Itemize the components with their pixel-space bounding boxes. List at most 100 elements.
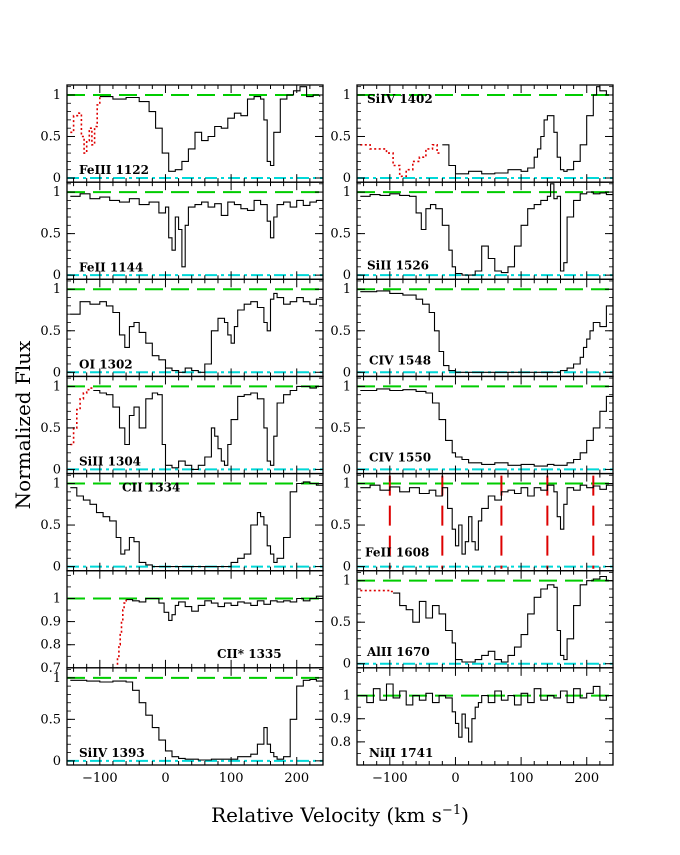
col1-panel1-contamination-trace-2	[70, 96, 101, 154]
col2-panel6-y-tick-label: 0	[343, 657, 351, 672]
col2-x-tick-label: 200	[574, 771, 599, 786]
col2-panel4-y-tick-label: 0.5	[330, 421, 351, 436]
col2-panel5-spectrum-trace-1	[360, 484, 613, 555]
col1-panel7-y-tick-label: 0.5	[40, 712, 61, 727]
col1-panel2: 0 0.5 1 FeII 1144	[40, 181, 324, 283]
col2-x-tick-label: 0	[451, 771, 459, 786]
col2-panel5-y-tick-label: 0	[343, 560, 351, 575]
col2-panel6-contamination-trace-2	[360, 589, 394, 594]
col1-panel2-plot-area	[67, 191, 323, 277]
col2-panel7-plot-area	[357, 683, 613, 743]
col1-panel1-y-tick-label: 0	[53, 171, 61, 186]
col2-panel1-y-tick-label: 1	[343, 88, 351, 103]
col1-panel4-ion-label: SiII 1304	[79, 455, 141, 469]
col1-panel5-ion-label: CII 1334	[122, 481, 180, 495]
x-axis-title-exponent: −1	[442, 803, 461, 818]
col2-panel1-ion-label: SiIV 1402	[367, 92, 433, 106]
col1-panel5-y-tick-label: 0	[53, 560, 61, 575]
col2-panel6-spectrum-trace-1	[393, 575, 613, 663]
col2-panel4: 0 0.5 1 CIV 1550	[330, 375, 614, 477]
col1-panel5-spectrum-trace-1	[70, 481, 323, 568]
col2-panel7-ion-label: NiII 1741	[369, 746, 433, 760]
col1-panel4-contamination-trace-2	[70, 387, 94, 446]
col2-panel7-y-tick-label: 0.9	[330, 712, 351, 727]
col1-panel6-y-tick-label: 1	[53, 591, 61, 606]
y-axis-title: Normalized Flux	[11, 340, 35, 509]
col2-panel2-plot-area	[357, 183, 613, 277]
col1-panel6-y-tick-label: 0.7	[40, 661, 61, 676]
col2-panel6-y-tick-label: 1	[343, 574, 351, 589]
col2-panel2-ion-label: SiII 1526	[367, 258, 429, 272]
col1-x-tick-label: 200	[284, 771, 309, 786]
x-axis-title-close: )	[461, 803, 469, 827]
col2-panel6: 0 0.5 1 AlII 1670	[330, 570, 614, 672]
col1-panel7-ion-label: SiIV 1393	[79, 746, 145, 760]
col1-x-tick-label: 0	[161, 771, 169, 786]
col1-panel6-contamination-trace-2	[116, 599, 127, 668]
col1-panel7-y-tick-label: 0	[53, 754, 61, 769]
col1-panel4-y-tick-label: 0	[53, 462, 61, 477]
col1-panel5-y-tick-label: 0.5	[40, 518, 61, 533]
col2-panel4-spectrum-trace-1	[360, 382, 613, 467]
col1-panel7-y-tick-label: 1	[53, 671, 61, 686]
col2-panel4-plot-area	[357, 382, 613, 471]
col1-panel2-y-tick-label: 0.5	[40, 227, 61, 242]
col2-panel1-spectrum-trace-1	[442, 86, 613, 175]
col1-panel7-plot-area	[67, 676, 323, 762]
x-axis-title: Relative Velocity (km s−1)	[211, 803, 469, 827]
col1-panel6-ion-label: CII* 1335	[217, 647, 282, 661]
col2-panel3-ion-label: CIV 1548	[369, 353, 431, 367]
col2-panel1: 0 0.5 1 SiIV 1402	[330, 84, 614, 186]
col1-panel7-frame	[66, 667, 324, 766]
col1-panel1-spectrum-trace-1	[99, 86, 321, 172]
col1-panel3-y-tick-label: 0	[53, 365, 61, 380]
col2-panel4-y-tick-label: 0	[343, 462, 351, 477]
col2-panel5-plot-area	[357, 475, 613, 569]
col1-panel3: 0 0.5 1 OI 1302	[40, 278, 324, 380]
col2-panel2-y-tick-label: 0.5	[330, 227, 351, 242]
x-axis-title-main: Relative Velocity (km s	[211, 803, 442, 827]
col2-x-tick-label: 100	[509, 771, 534, 786]
col1-panel2-spectrum-trace-1	[70, 193, 323, 268]
col2-panel5-ion-label: FeII 1608	[365, 546, 429, 560]
col2-panel3-y-tick-label: 0	[343, 365, 351, 380]
col1-panel1-ion-label: FeIII 1122	[79, 163, 149, 177]
col1-panel3-ion-label: OI 1302	[79, 357, 133, 371]
col1-panel5: 0 0.5 1 CII 1334	[40, 472, 324, 575]
col1-panel2-y-tick-label: 0	[53, 268, 61, 283]
col2-panel7-frame	[356, 667, 614, 766]
col1-panel3-y-tick-label: 0.5	[40, 324, 61, 339]
col2-panel4-y-tick-label: 1	[343, 379, 351, 394]
col2-panel3-y-tick-label: 0.5	[330, 324, 351, 339]
col2-panel2: 0 0.5 1 SiII 1526	[330, 181, 614, 283]
col2-panel2-y-tick-label: 0	[343, 268, 351, 283]
col1-panel1-plot-area	[67, 86, 323, 179]
col1-panel4-spectrum-trace-1	[93, 385, 323, 470]
col2-panel1-plot-area	[357, 86, 613, 179]
col1-x-tick-label: 100	[219, 771, 244, 786]
col1-panel6-frame	[66, 570, 324, 669]
col2-panel7: 0.8 0.9 1 NiII 1741	[330, 667, 614, 766]
col2-panel3-plot-area	[357, 288, 613, 374]
col2-panel6-plot-area	[357, 575, 613, 665]
col1-panel4-y-tick-label: 0.5	[40, 421, 61, 436]
col2-panel4-ion-label: CIV 1550	[369, 451, 431, 465]
col1-panel6: 0.7 0.8 0.9 1 CII* 1335	[40, 570, 324, 676]
col2-panel7-spectrum-trace-1	[360, 683, 613, 743]
col2-panel3: 0 0.5 1 CIV 1548	[330, 278, 614, 380]
col1-panel2-ion-label: FeII 1144	[79, 260, 143, 274]
col1-panel6-spectrum-trace-1	[126, 595, 323, 621]
col2-panel1-y-tick-label: 0	[343, 171, 351, 186]
col2-panel7-y-tick-label: 1	[343, 689, 351, 704]
col2-panel2-spectrum-trace-1	[360, 183, 613, 276]
col1-panel5-plot-area	[67, 481, 323, 568]
col1-panel1: 0 0.5 1 FeIII 1122	[40, 84, 324, 186]
col2-panel2-y-tick-label: 1	[343, 185, 351, 200]
col2-panel7-y-tick-label: 0.8	[330, 735, 351, 750]
col2-panel1-y-tick-label: 0.5	[330, 129, 351, 144]
col1-panel7-spectrum-trace-1	[70, 678, 323, 761]
col2-panel3-spectrum-trace-1	[360, 290, 613, 373]
col1-panel1-y-tick-label: 0.5	[40, 129, 61, 144]
